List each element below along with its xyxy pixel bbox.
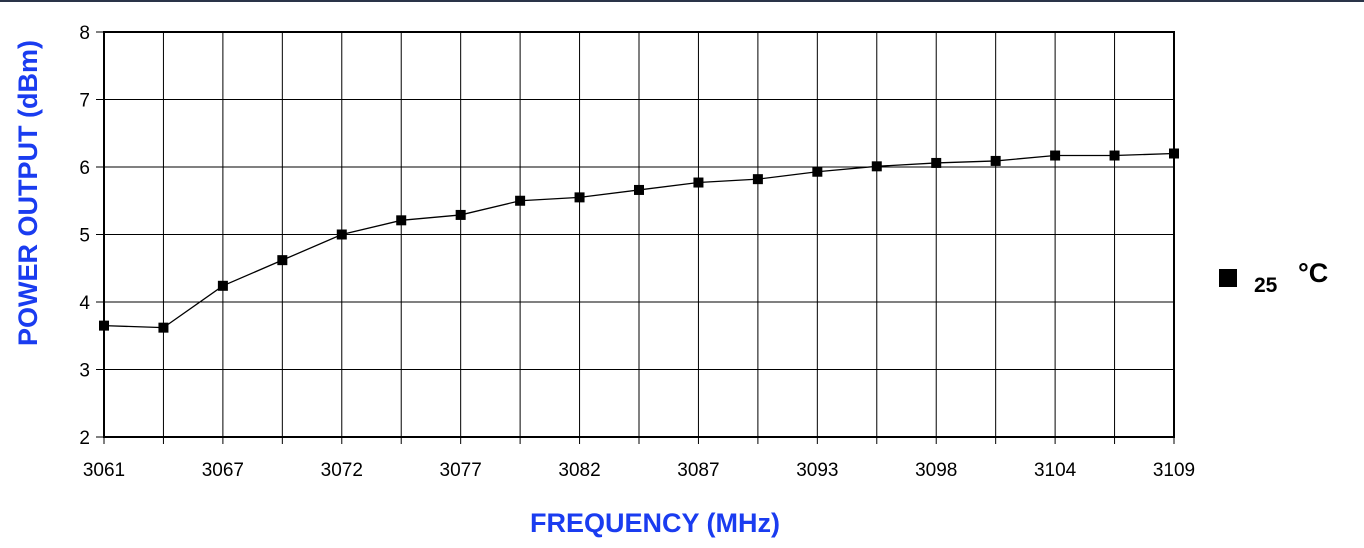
x-tick-label: 3109 <box>1153 460 1195 481</box>
y-tick-label: 8 <box>79 23 90 44</box>
x-tick-label: 3082 <box>558 460 600 481</box>
x-tick-label: 3061 <box>83 460 125 481</box>
x-tick-label: 3098 <box>915 460 957 481</box>
x-axis-title: FREQUENCY (MHz) <box>530 508 780 538</box>
data-point-marker <box>1109 150 1120 161</box>
axis-ticks: 2 3 4 5 6 7 8 3061 3067 3072 3077 3082 3087 3093 3098 3… <box>79 23 1195 481</box>
data-point-marker <box>158 322 169 333</box>
data-point-marker <box>990 155 1001 166</box>
data-point-marker <box>1169 148 1179 159</box>
legend-marker-square <box>1219 269 1237 287</box>
data-point-marker <box>752 174 763 185</box>
data-point-marker <box>99 320 109 331</box>
series-25c <box>99 148 1179 333</box>
data-point-marker <box>277 255 288 266</box>
x-tick-label: 3072 <box>321 460 363 481</box>
data-point-marker <box>336 229 347 240</box>
y-tick-label: 7 <box>79 91 90 112</box>
legend: 25 °C <box>1219 258 1328 297</box>
y-tick-label: 6 <box>79 158 90 179</box>
data-point-marker <box>871 161 882 172</box>
legend-label-25: 25 <box>1254 274 1278 297</box>
y-tick-label: 4 <box>79 293 90 314</box>
x-tick-label: 3093 <box>796 460 838 481</box>
x-tick-label: 3087 <box>677 460 719 481</box>
data-point-marker <box>634 184 644 195</box>
x-tick-label: 3067 <box>202 460 244 481</box>
x-tick-label: 3077 <box>440 460 482 481</box>
y-tick-label: 2 <box>79 428 90 449</box>
data-point-marker <box>931 157 942 168</box>
top-border-line <box>0 0 1364 2</box>
data-point-marker <box>812 166 823 177</box>
data-point-marker <box>455 209 466 220</box>
data-point-marker <box>217 280 228 291</box>
data-point-marker <box>1050 150 1061 161</box>
data-point-marker <box>515 195 526 206</box>
data-point-marker <box>574 192 585 203</box>
y-tick-label: 5 <box>79 226 90 247</box>
data-point-marker <box>396 215 407 226</box>
data-point-marker <box>693 177 704 188</box>
legend-label-celsius: °C <box>1298 258 1328 288</box>
y-axis-title: POWER OUTPUT (dBm) <box>13 40 43 346</box>
x-tick-label: 3104 <box>1034 460 1077 481</box>
grid-lines <box>104 32 1174 437</box>
y-tick-label: 3 <box>79 361 90 382</box>
